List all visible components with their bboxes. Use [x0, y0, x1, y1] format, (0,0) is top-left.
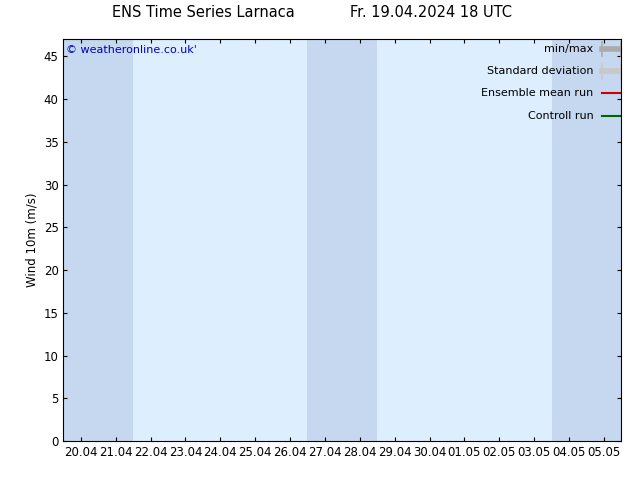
Text: min/max: min/max [544, 44, 593, 54]
Text: ENS Time Series Larnaca: ENS Time Series Larnaca [112, 4, 294, 20]
Bar [307, 39, 342, 441]
Text: Ensemble mean run: Ensemble mean run [481, 88, 593, 98]
Bar [63, 39, 98, 441]
Text: © weatheronline.co.uk': © weatheronline.co.uk' [66, 45, 197, 55]
Text: Fr. 19.04.2024 18 UTC: Fr. 19.04.2024 18 UTC [350, 4, 512, 20]
Y-axis label: Wind 10m (m/s): Wind 10m (m/s) [25, 193, 38, 287]
Text: Controll run: Controll run [527, 111, 593, 121]
Bar [552, 39, 586, 441]
Bar [342, 39, 377, 441]
Bar [586, 39, 621, 441]
Text: Standard deviation: Standard deviation [487, 66, 593, 76]
Bar [98, 39, 133, 441]
